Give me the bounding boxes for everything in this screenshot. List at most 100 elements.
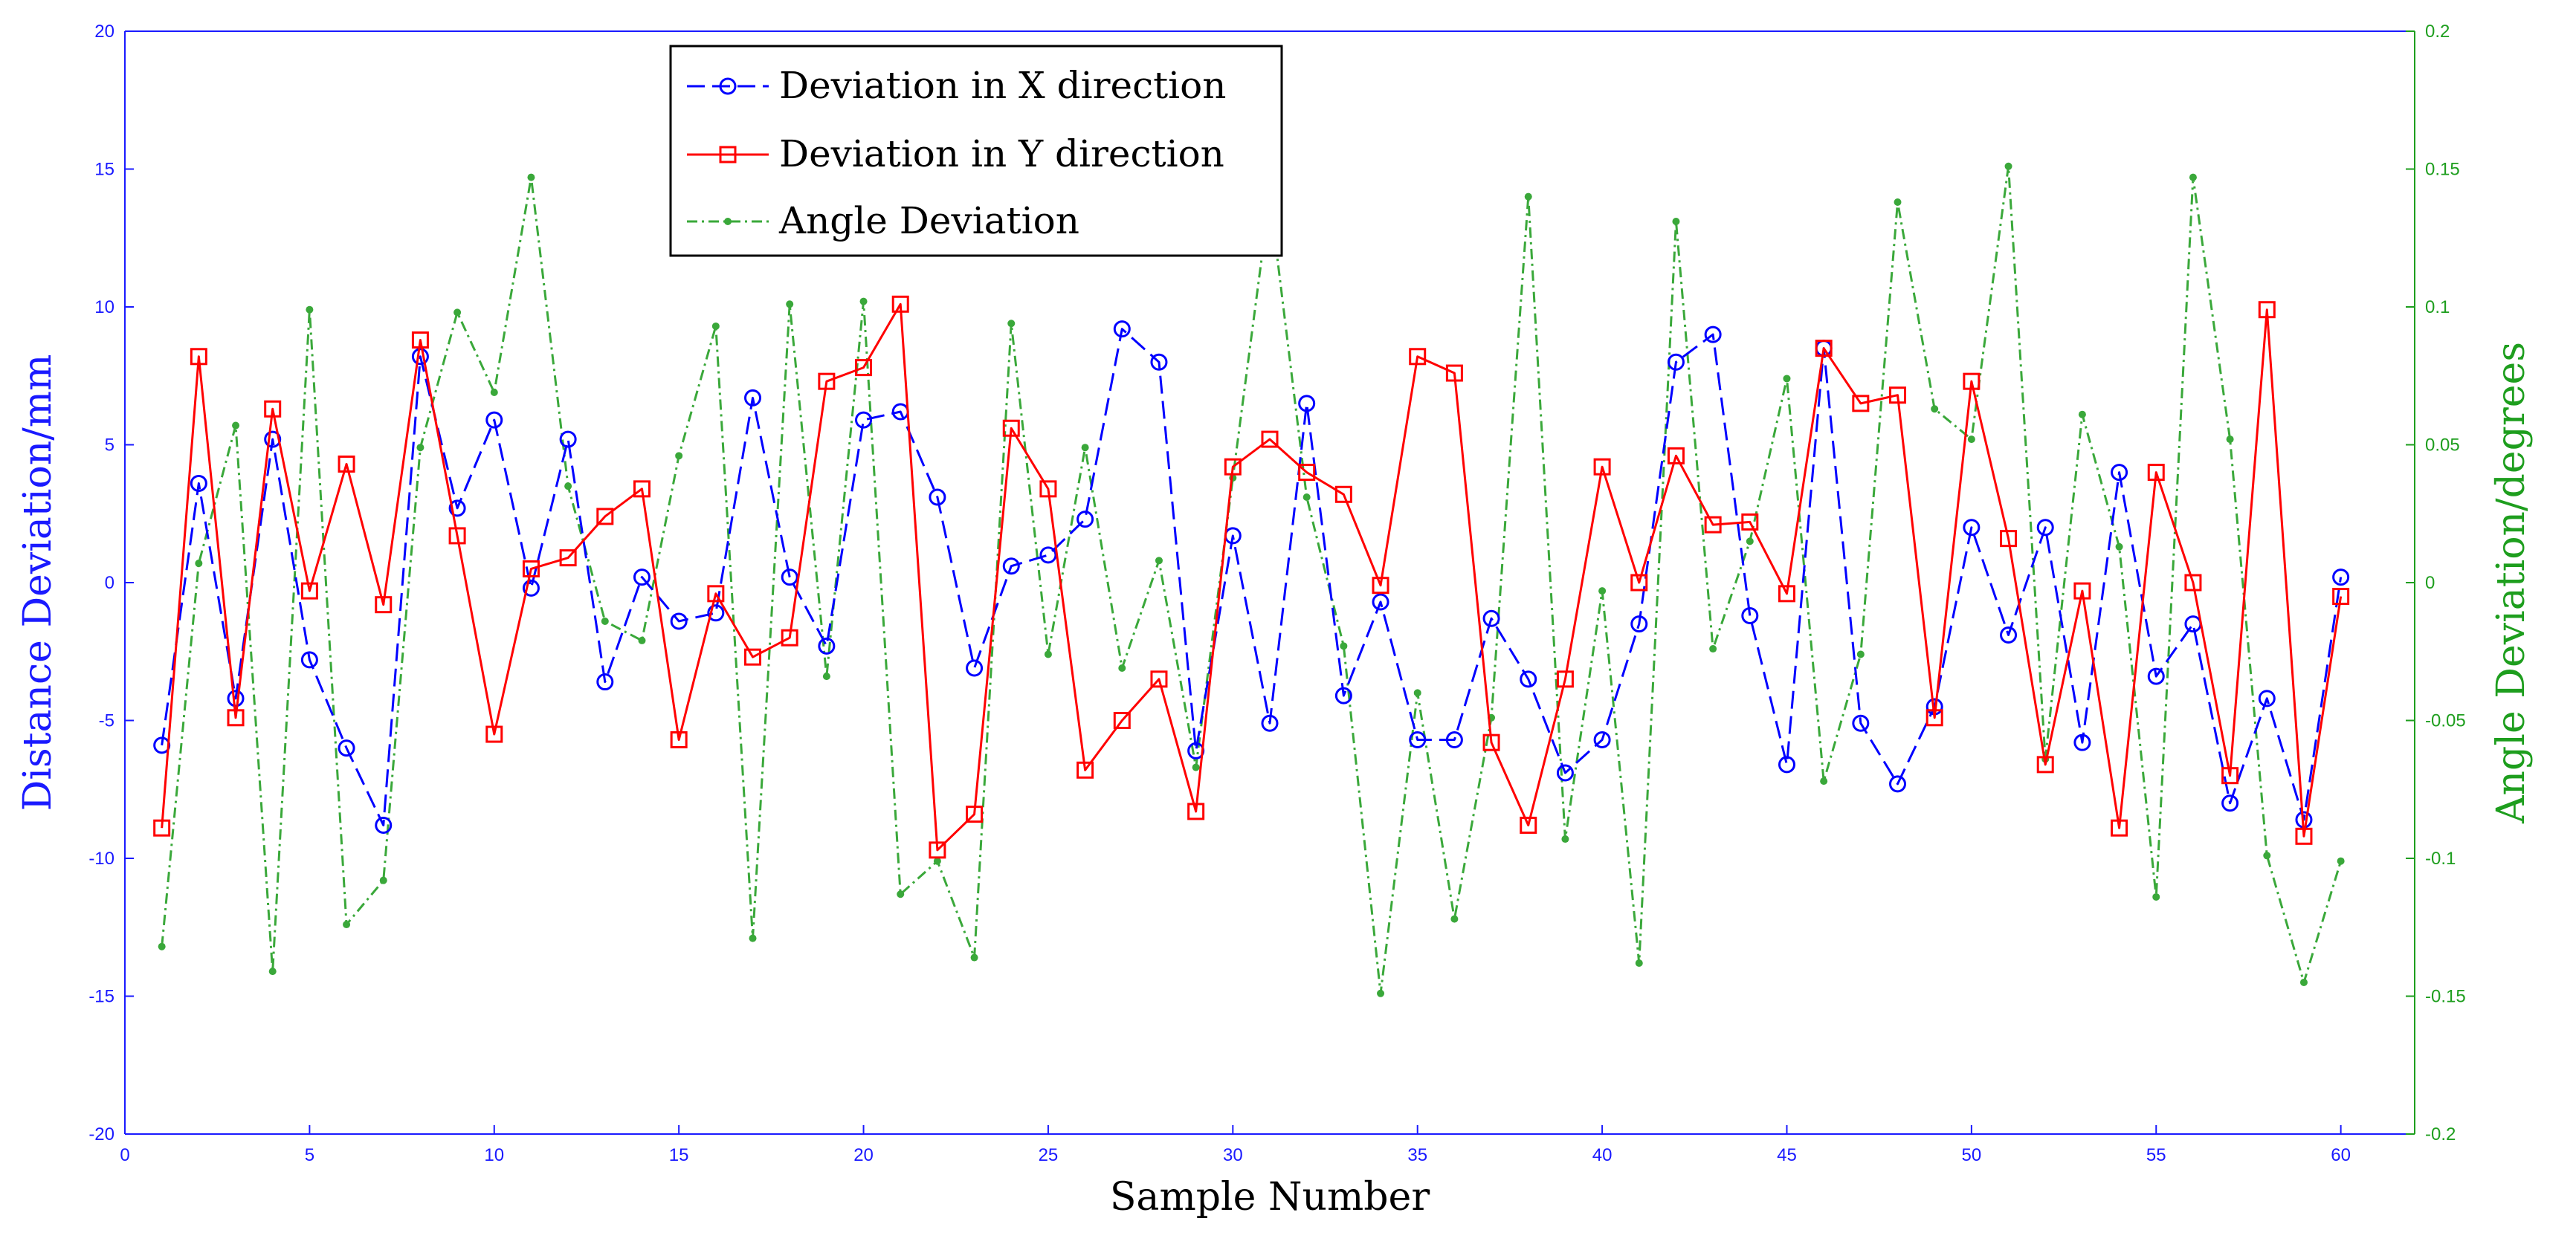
point-y-deviation bbox=[1852, 395, 1870, 412]
y-right-tick-label: -0.2 bbox=[2425, 1124, 2456, 1144]
ticks: 0 5 10 15 20 25 30 35 40 45 50 55 6020151050-5-10-15… bbox=[88, 22, 2465, 1165]
point-x-deviation bbox=[2073, 733, 2091, 751]
point-y-deviation bbox=[1298, 464, 1316, 482]
y-left-tick-label: -10 bbox=[88, 849, 114, 869]
point-angle-deviation bbox=[416, 444, 425, 452]
point-y-deviation bbox=[2332, 588, 2350, 606]
point-angle-deviation bbox=[564, 482, 572, 490]
x-tick-label: 50 bbox=[1962, 1145, 1982, 1165]
point-y-deviation bbox=[2184, 574, 2202, 592]
point-x-deviation bbox=[1741, 607, 1759, 625]
point-x-deviation bbox=[2258, 690, 2276, 707]
point-angle-deviation bbox=[268, 968, 277, 976]
point-angle-deviation bbox=[453, 308, 462, 317]
point-y-deviation bbox=[1482, 733, 1500, 751]
y-left-tick-label: -15 bbox=[88, 987, 114, 1007]
point-y-deviation bbox=[1372, 577, 1389, 595]
point-x-deviation bbox=[2147, 667, 2165, 685]
point-x-deviation bbox=[375, 816, 393, 834]
point-y-deviation bbox=[300, 582, 318, 600]
point-y-deviation bbox=[1409, 348, 1427, 366]
point-x-deviation bbox=[1298, 395, 1316, 412]
point-x-deviation bbox=[744, 389, 762, 407]
legend-box bbox=[669, 45, 1283, 257]
legend-marker-circle bbox=[719, 77, 737, 95]
point-angle-deviation bbox=[1524, 192, 1532, 201]
y-left-tick-label: 15 bbox=[94, 160, 114, 180]
y-left-tick-label: -20 bbox=[88, 1124, 114, 1144]
series-line-y-deviation bbox=[161, 302, 2343, 852]
point-x-deviation bbox=[1039, 546, 1057, 564]
point-x-deviation bbox=[1002, 557, 1020, 575]
point-angle-deviation bbox=[675, 452, 683, 460]
y-right-tick-label: -0.05 bbox=[2425, 711, 2466, 731]
point-y-deviation bbox=[1224, 458, 1242, 476]
y-left-tick-label: 20 bbox=[94, 22, 114, 42]
point-angle-deviation bbox=[1820, 777, 1828, 786]
point-x-deviation bbox=[1261, 714, 1279, 732]
point-y-deviation bbox=[818, 372, 836, 390]
legend: Deviation in X direction Deviation in Y … bbox=[669, 45, 1283, 257]
point-angle-deviation bbox=[1931, 405, 1939, 413]
point-x-deviation bbox=[1334, 687, 1352, 705]
point-angle-deviation bbox=[1561, 835, 1569, 843]
point-angle-deviation bbox=[933, 857, 941, 865]
x-tick-label: 35 bbox=[1407, 1145, 1427, 1165]
point-y-deviation bbox=[1815, 340, 1833, 357]
point-angle-deviation bbox=[749, 934, 757, 942]
point-y-deviation bbox=[744, 648, 762, 666]
point-x-deviation bbox=[855, 411, 873, 429]
x-tick-label: 10 bbox=[484, 1145, 504, 1165]
x-tick-label: 60 bbox=[2331, 1145, 2351, 1165]
point-x-deviation bbox=[781, 569, 798, 586]
point-x-deviation bbox=[2036, 519, 2054, 537]
point-angle-deviation bbox=[232, 421, 240, 430]
point-y-deviation bbox=[2073, 582, 2091, 600]
point-angle-deviation bbox=[1377, 989, 1385, 997]
point-y-deviation bbox=[1039, 480, 1057, 498]
x-tick-label: 5 bbox=[305, 1145, 314, 1165]
point-y-deviation bbox=[1556, 670, 1574, 688]
point-y-deviation bbox=[670, 731, 688, 748]
point-angle-deviation bbox=[1118, 664, 1126, 673]
point-angle-deviation bbox=[195, 560, 203, 568]
point-y-deviation bbox=[1704, 516, 1722, 534]
x-tick-label: 55 bbox=[2146, 1145, 2166, 1165]
point-x-deviation bbox=[1113, 320, 1131, 338]
y-right-tick-label: 0.2 bbox=[2425, 22, 2450, 42]
point-x-deviation bbox=[596, 673, 614, 691]
point-y-deviation bbox=[338, 455, 355, 473]
point-x-deviation bbox=[264, 430, 282, 448]
point-angle-deviation bbox=[601, 617, 609, 625]
y-right-tick-label: -0.1 bbox=[2425, 849, 2456, 869]
point-angle-deviation bbox=[1044, 650, 1052, 658]
legend-entry-angle: Angle Deviation bbox=[687, 199, 1079, 242]
point-y-deviation bbox=[411, 331, 429, 349]
point-x-deviation bbox=[1076, 511, 1094, 528]
y-right-tick-label: 0.1 bbox=[2425, 297, 2450, 317]
point-angle-deviation bbox=[859, 297, 868, 305]
point-x-deviation bbox=[1409, 731, 1427, 748]
y-left-tick-label: 0 bbox=[105, 573, 114, 593]
point-x-deviation bbox=[448, 499, 466, 517]
point-angle-deviation bbox=[1155, 557, 1163, 565]
legend-label-angle: Angle Deviation bbox=[778, 199, 1079, 242]
point-y-deviation bbox=[1150, 670, 1168, 688]
y-right-tick-label: -0.15 bbox=[2425, 987, 2466, 1007]
x-tick-label: 20 bbox=[853, 1145, 874, 1165]
point-x-deviation bbox=[1520, 670, 1537, 688]
point-y-deviation bbox=[2000, 530, 2018, 548]
point-angle-deviation bbox=[2004, 162, 2012, 170]
point-angle-deviation bbox=[1302, 493, 1311, 501]
point-x-deviation bbox=[1372, 593, 1389, 611]
point-y-deviation bbox=[1445, 364, 1463, 382]
x-tick-label: 30 bbox=[1223, 1145, 1243, 1165]
point-y-deviation bbox=[1113, 712, 1131, 729]
legend-entry-x: Deviation in X direction bbox=[687, 64, 1226, 107]
point-y-deviation bbox=[190, 348, 207, 366]
x-tick-label: 45 bbox=[1777, 1145, 1797, 1165]
legend-entry-y: Deviation in Y direction bbox=[687, 132, 1224, 175]
point-y-deviation bbox=[1076, 761, 1094, 779]
left-axis-label: Distance Deviation/mm bbox=[16, 354, 60, 812]
